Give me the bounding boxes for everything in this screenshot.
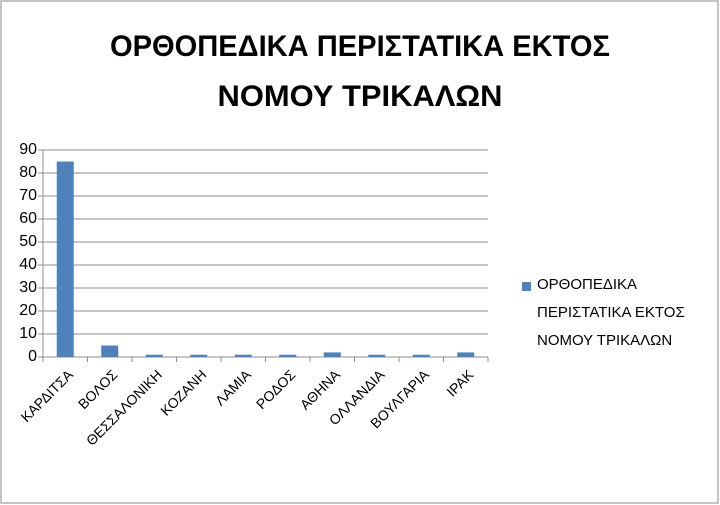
bar <box>412 354 430 357</box>
y-tick-label: 60 <box>19 210 37 227</box>
y-tick-label: 40 <box>19 256 37 273</box>
bar <box>145 354 163 357</box>
legend-swatch <box>522 282 531 291</box>
y-tick-label: 30 <box>19 279 37 296</box>
bar <box>457 352 475 357</box>
y-tick-label: 20 <box>19 302 37 319</box>
bar <box>190 354 208 357</box>
chart-title: ΝΟΜΟΥ ΤΡΙΚΑΛΩΝ <box>218 80 503 113</box>
y-tick-label: 0 <box>28 348 37 365</box>
bar <box>56 161 74 357</box>
bar <box>368 354 386 357</box>
bar <box>279 354 297 357</box>
y-tick-label: 90 <box>19 141 37 158</box>
y-tick-label: 80 <box>19 164 37 181</box>
bar <box>101 345 119 357</box>
legend-label: ΟΡΘΟΠΕΔΙΚΑ ΠΕΡΙΣΤΑΤΙΚΑ ΕΚΤΟΣ ΝΟΜΟΥ ΤΡΙΚΑ… <box>537 276 685 349</box>
chart-title: ΟΡΘΟΠΕΔΙΚΑ ΠΕΡΙΣΤΑΤΙΚΑ ΕΚΤΟΣ <box>110 30 610 63</box>
y-tick-label: 70 <box>19 187 37 204</box>
y-tick-label: 50 <box>19 233 37 250</box>
y-tick-label: 10 <box>19 325 37 342</box>
bar <box>323 352 341 357</box>
bar <box>234 354 252 357</box>
